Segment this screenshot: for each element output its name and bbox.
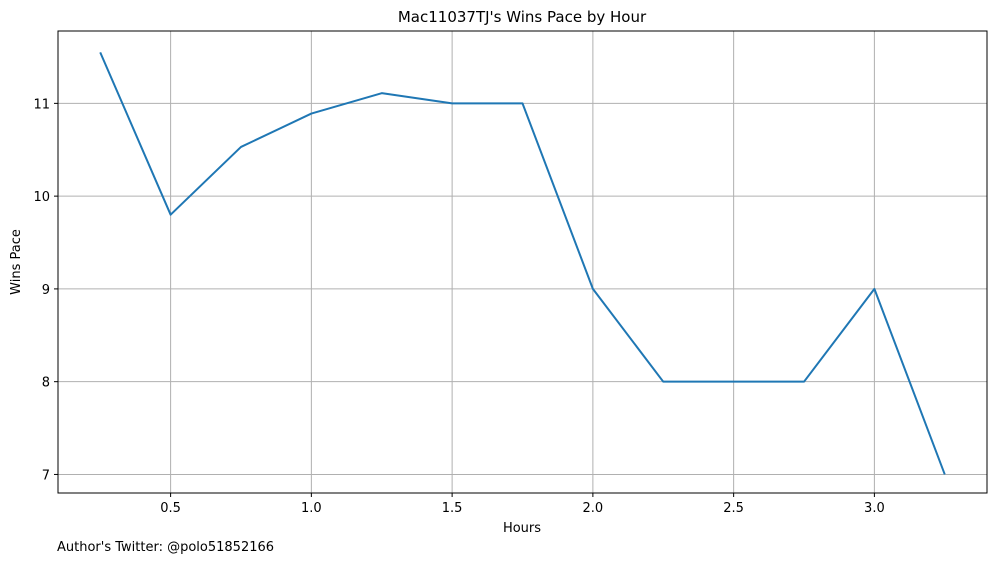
y-tick-label: 8 bbox=[42, 376, 50, 391]
plot-area-frame bbox=[57, 30, 988, 494]
y-tick-label: 11 bbox=[33, 97, 50, 112]
chart-title: Mac11037TJ's Wins Pace by Hour bbox=[398, 8, 647, 26]
grid-lines bbox=[58, 31, 987, 493]
series-lines bbox=[99, 51, 946, 475]
x-tick-label: 3.0 bbox=[864, 501, 885, 516]
x-tick-label: 2.5 bbox=[723, 501, 744, 516]
axis-ticks: 0.5 1.0 1.5 2.0 2.5 3.0 7 8 9 10 11 bbox=[33, 97, 884, 516]
y-tick-label: 10 bbox=[33, 190, 50, 205]
y-tick-label: 7 bbox=[42, 468, 50, 483]
x-axis-label: Hours bbox=[503, 521, 541, 536]
wins-pace-line bbox=[99, 51, 946, 475]
x-tick-label: 1.5 bbox=[442, 501, 463, 516]
x-tick-label: 0.5 bbox=[160, 501, 181, 516]
y-tick-label: 9 bbox=[42, 283, 50, 298]
x-tick-label: 1.0 bbox=[301, 501, 322, 516]
y-axis-label: Wins Pace bbox=[9, 229, 24, 295]
x-tick-label: 2.0 bbox=[583, 501, 604, 516]
author-twitter-note: Author's Twitter: @polo51852166 bbox=[57, 540, 274, 555]
